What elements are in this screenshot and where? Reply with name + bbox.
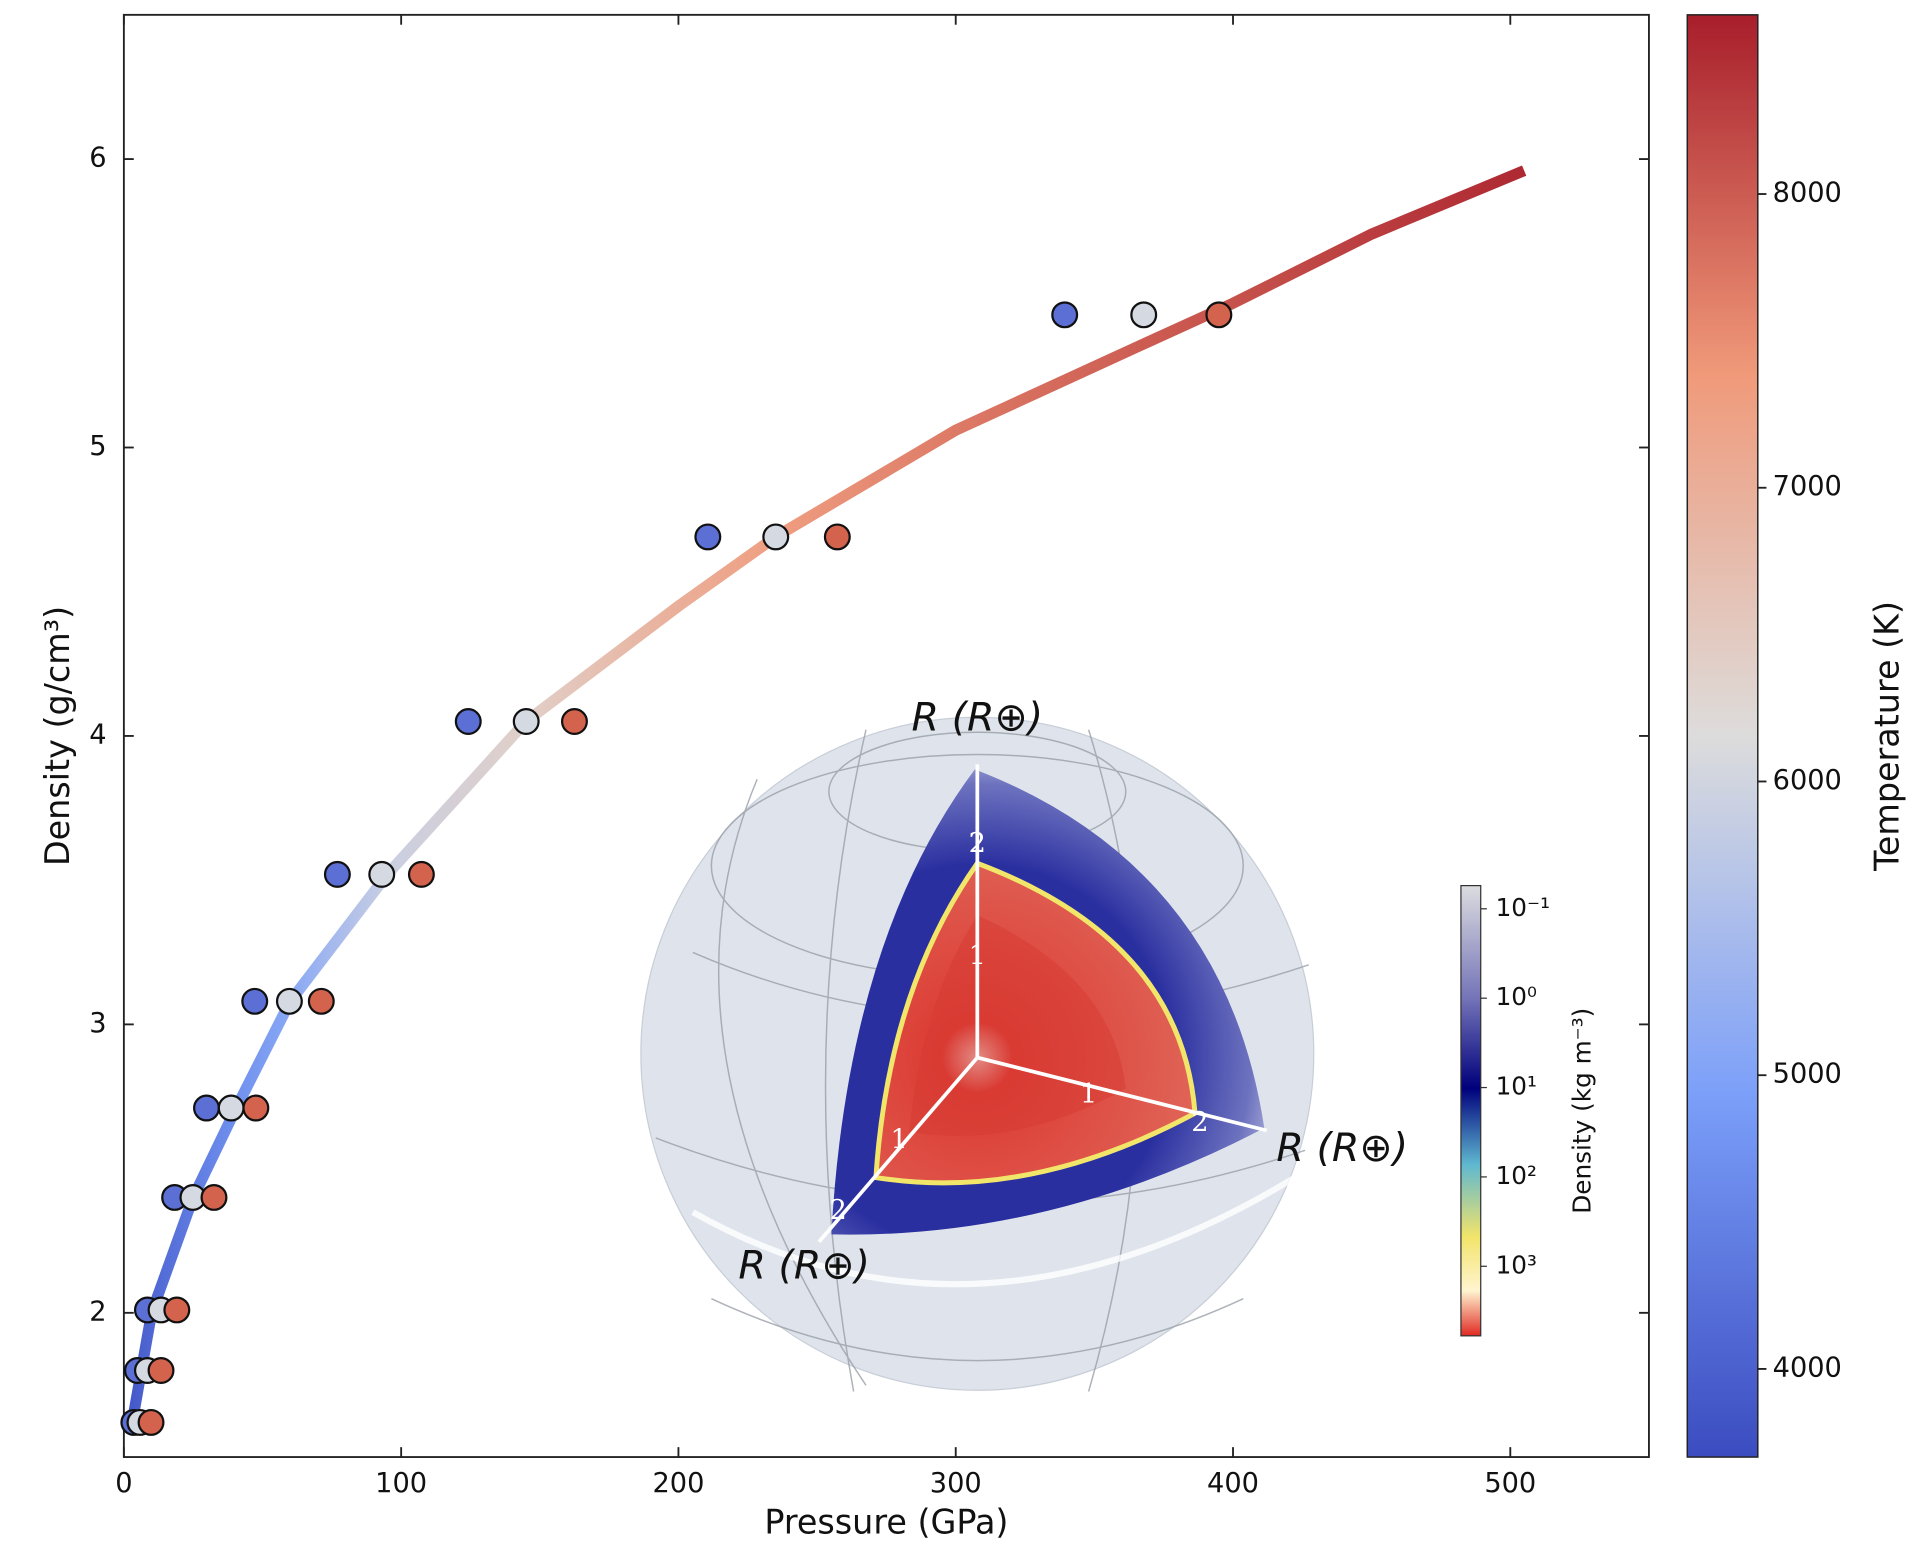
point [163,1296,191,1324]
sphere-tick-label: 1 [969,941,986,972]
density-colorbar-tick-label: 10⁰ [1496,982,1537,1011]
sphere-axes [817,764,1268,1244]
colorbar-tick-label: 5000 [1773,1059,1842,1090]
inset-sphere: R (R⊕) R (R⊕) R (R⊕) 1 2 1 2 1 2 [640,694,1408,1392]
sphere-axis-label: R (R⊕) [738,1242,870,1288]
y-tick-label: 3 [89,1008,106,1039]
point [1205,301,1233,329]
density-colorbar-tick-label: 10¹ [1496,1072,1537,1101]
y-tick-label: 4 [89,719,106,750]
point [241,987,269,1015]
colorbar-tick-label: 8000 [1773,178,1842,209]
x-tick-label: 100 [375,1468,427,1499]
point [137,1408,165,1436]
point [407,860,435,888]
colorbar-tick-label: 7000 [1773,471,1842,502]
colorbar-label: Temperature (K) [1867,601,1906,872]
colorbar-tick-label: 4000 [1773,1352,1842,1383]
sphere-axis-label: R (R⊕) [1276,1125,1408,1171]
point [307,987,335,1015]
colorbar [1686,14,1759,1458]
x-axis-label: Pressure (GPa) [764,1502,1008,1541]
density-colorbar-tick-label: 10³ [1496,1250,1537,1279]
x-tick-label: 0 [115,1468,132,1499]
point [193,1094,220,1122]
sphere-tick-label: 1 [1080,1079,1097,1110]
y-tick-label: 5 [89,431,106,462]
point [217,1094,245,1122]
x-tick-label: 400 [1207,1468,1259,1499]
point [512,708,540,736]
point [275,987,303,1015]
sphere-tick-label: 2 [969,828,986,859]
point [762,523,790,551]
density-colorbar-tick-label: 10⁻¹ [1496,893,1550,922]
point [147,1357,175,1384]
rim [691,1172,1301,1288]
sphere-tick-label: 2 [830,1195,847,1226]
sphere-tick-label: 1 [890,1124,907,1155]
point [200,1183,228,1211]
density-colorbar-label: Density (kg m⁻³) [1567,1008,1596,1214]
x-tick-label: 200 [652,1468,704,1499]
sphere-tick-label: 2 [1191,1107,1208,1138]
sphere-axis-label: R (R⊕) [912,694,1044,740]
x-tick-label: 500 [1484,1468,1536,1499]
point [242,1094,270,1122]
colorbar-tick-label: 6000 [1773,765,1842,796]
point [454,708,482,736]
y-tick-label: 2 [89,1296,106,1327]
point [368,860,396,888]
point [560,708,588,736]
point [694,523,722,551]
point [1051,301,1079,329]
point [323,860,351,888]
density-colorbar [1460,884,1482,1337]
y-tick-label: 6 [89,143,106,174]
point [823,523,851,551]
point [1130,301,1158,329]
y-axis-label: Density (g/cm³) [38,606,77,866]
density-colorbar-tick-label: 10² [1496,1161,1537,1190]
x-tick-label: 300 [930,1468,982,1499]
